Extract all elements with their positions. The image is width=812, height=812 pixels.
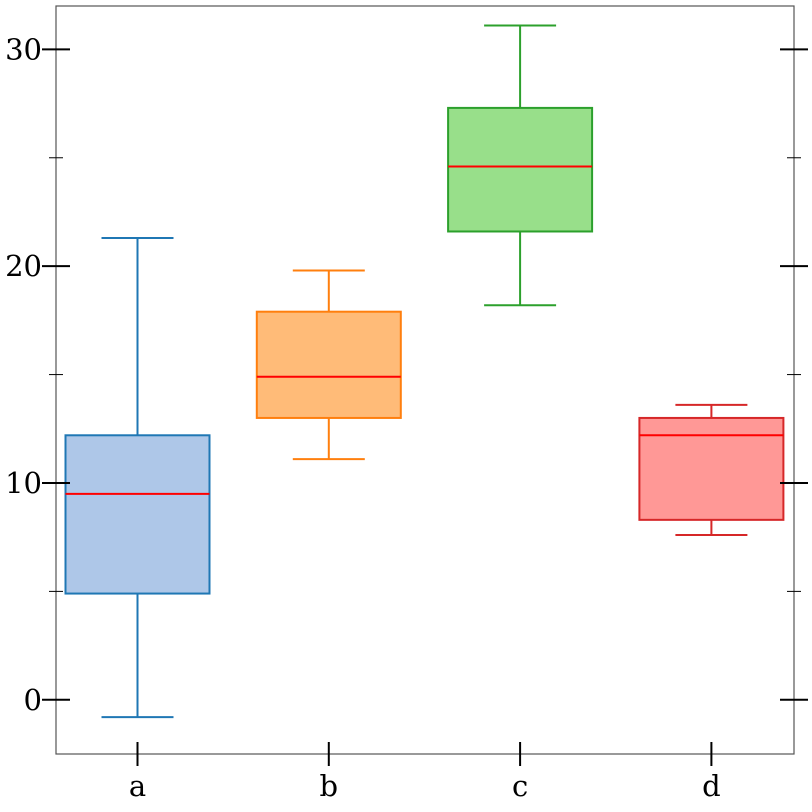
x-tick-label-a: a: [129, 769, 146, 803]
ticks-layer: 0 10 20 30 a b c d: [5, 32, 808, 803]
box-d: [638, 403, 785, 537]
box-b: [255, 269, 402, 461]
x-tick-label-b: b: [320, 769, 339, 803]
iqr-box-a: [64, 434, 211, 595]
boxes-layer: [64, 24, 785, 719]
plot-area: [55, 5, 795, 755]
iqr-box-b: [255, 310, 402, 419]
y-tick-label-10: 10: [5, 466, 42, 500]
x-tick-label-d: d: [702, 769, 721, 803]
iqr-box-d: [638, 416, 785, 521]
box-c: [447, 24, 594, 307]
y-tick-label-30: 30: [5, 32, 42, 66]
y-tick-label-0: 0: [24, 683, 42, 717]
iqr-box-c: [447, 106, 594, 233]
y-tick-label-20: 20: [5, 249, 42, 283]
x-tick-label-c: c: [512, 769, 528, 803]
box-a: [64, 236, 211, 719]
